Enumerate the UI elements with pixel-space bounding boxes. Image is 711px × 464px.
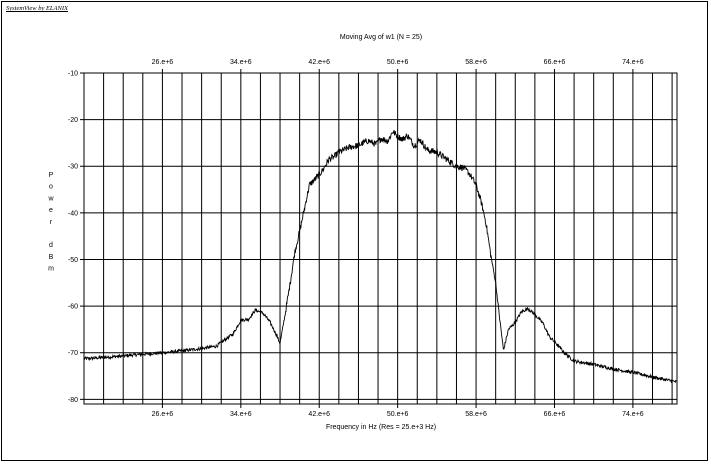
y-axis-label-char: d bbox=[49, 242, 53, 249]
tick-labels: 26.e+6 26.e+6 34.e+6 34.e+6 42.e+6 42.e+6 50.e… bbox=[68, 59, 644, 418]
plot-border bbox=[83, 72, 678, 405]
x-tick-label-bottom: 66.e+6 bbox=[544, 411, 566, 418]
y-axis-label-char: w bbox=[47, 195, 54, 202]
chart-title: Moving Avg of w1 (N = 25) bbox=[340, 34, 422, 41]
x-tick-label-top: 26.e+6 bbox=[152, 59, 174, 66]
x-tick-label-top: 50.e+6 bbox=[387, 59, 409, 66]
x-tick-label-bottom: 74.e+6 bbox=[622, 411, 644, 418]
x-tick-label-bottom: 58.e+6 bbox=[465, 411, 487, 418]
y-tick-label: -40 bbox=[68, 210, 78, 217]
series-layer bbox=[83, 129, 678, 384]
y-axis-label-char: m bbox=[48, 266, 54, 273]
x-tick-label-bottom: 26.e+6 bbox=[152, 411, 174, 418]
y-tick-label: -80 bbox=[68, 397, 78, 404]
x-tick-label-bottom: 42.e+6 bbox=[308, 411, 330, 418]
x-tick-label-top: 74.e+6 bbox=[622, 59, 644, 66]
y-axis-label-char: r bbox=[50, 219, 53, 226]
y-tick-label: -60 bbox=[68, 304, 78, 311]
y-tick-label: -50 bbox=[68, 257, 78, 264]
x-axis-label: Frequency in Hz (Res = 25.e+3 Hz) bbox=[326, 424, 436, 431]
x-tick-label-top: 58.e+6 bbox=[465, 59, 487, 66]
y-tick-label: -20 bbox=[68, 117, 78, 124]
series-line bbox=[83, 129, 678, 384]
y-axis-label-char: B bbox=[49, 254, 54, 261]
x-tick-label-top: 34.e+6 bbox=[230, 59, 252, 66]
grid-lines bbox=[80, 69, 677, 408]
y-axis-label-char: o bbox=[49, 184, 53, 191]
x-tick-label-top: 66.e+6 bbox=[544, 59, 566, 66]
y-axis-label-char: e bbox=[49, 207, 53, 214]
y-tick-label: -70 bbox=[68, 350, 78, 357]
y-tick-label: -30 bbox=[68, 164, 78, 171]
x-tick-label-top: 42.e+6 bbox=[308, 59, 330, 66]
y-axis-label-char: P bbox=[49, 172, 54, 179]
brand-label: SystemView by ELANIX bbox=[6, 5, 68, 12]
y-tick-label: -10 bbox=[68, 71, 78, 78]
x-tick-label-bottom: 34.e+6 bbox=[230, 411, 252, 418]
x-tick-label-bottom: 50.e+6 bbox=[387, 411, 409, 418]
